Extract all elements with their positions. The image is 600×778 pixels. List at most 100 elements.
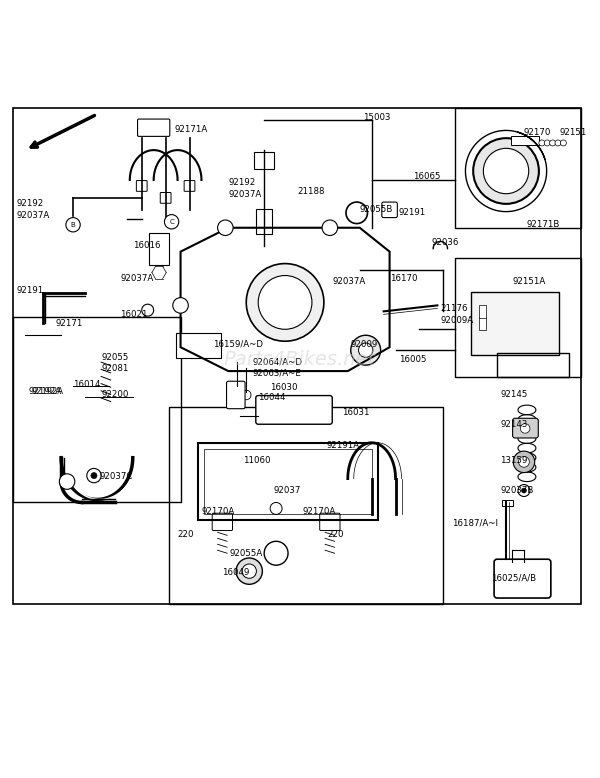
- FancyBboxPatch shape: [256, 395, 332, 424]
- Text: 16014: 16014: [73, 380, 101, 389]
- FancyBboxPatch shape: [511, 136, 539, 145]
- Text: 92064/A~D: 92064/A~D: [252, 357, 302, 366]
- Circle shape: [270, 503, 282, 514]
- Text: 92191: 92191: [16, 286, 44, 295]
- Circle shape: [242, 564, 256, 578]
- Text: 92009: 92009: [351, 340, 378, 349]
- FancyBboxPatch shape: [160, 192, 171, 203]
- Circle shape: [484, 149, 529, 194]
- Circle shape: [173, 298, 188, 314]
- Circle shape: [87, 468, 101, 483]
- Text: 16170: 16170: [389, 274, 417, 283]
- Circle shape: [513, 451, 535, 472]
- FancyBboxPatch shape: [382, 202, 397, 218]
- Text: 15003: 15003: [363, 113, 390, 122]
- Circle shape: [473, 138, 539, 204]
- Text: 92055: 92055: [102, 353, 129, 363]
- Text: 11060: 11060: [243, 456, 271, 465]
- Text: 92151: 92151: [560, 128, 587, 137]
- FancyBboxPatch shape: [136, 180, 147, 191]
- Text: 21176: 21176: [440, 304, 468, 313]
- Text: 16030: 16030: [270, 383, 298, 391]
- Circle shape: [555, 140, 561, 146]
- Text: 16016: 16016: [133, 241, 160, 251]
- FancyBboxPatch shape: [320, 513, 340, 531]
- Text: 92081: 92081: [102, 364, 129, 373]
- Text: 92143: 92143: [500, 420, 527, 429]
- Text: 92063/A~E: 92063/A~E: [252, 368, 301, 377]
- Text: 92171A: 92171A: [175, 124, 208, 134]
- Text: Parts4Bikes.net: Parts4Bikes.net: [224, 349, 376, 369]
- Circle shape: [264, 541, 288, 565]
- Text: 92037B: 92037B: [500, 486, 533, 495]
- Text: 92009A: 92009A: [440, 316, 473, 325]
- FancyBboxPatch shape: [149, 233, 169, 265]
- Text: 16065: 16065: [413, 173, 441, 181]
- Text: A: A: [65, 478, 70, 485]
- Circle shape: [520, 424, 530, 433]
- Text: 92192A: 92192A: [31, 387, 63, 397]
- Text: 16159/A~D: 16159/A~D: [214, 340, 263, 349]
- Text: 92055B: 92055B: [360, 205, 393, 214]
- Circle shape: [91, 472, 97, 478]
- Text: 92055A: 92055A: [230, 548, 263, 558]
- FancyBboxPatch shape: [502, 500, 512, 506]
- FancyBboxPatch shape: [479, 317, 486, 330]
- Text: 92191: 92191: [398, 209, 426, 217]
- Circle shape: [539, 140, 545, 146]
- FancyBboxPatch shape: [184, 180, 195, 191]
- Text: 92192: 92192: [229, 178, 256, 187]
- Circle shape: [258, 275, 312, 329]
- Text: 92037A: 92037A: [229, 191, 262, 199]
- Text: 220: 220: [178, 530, 194, 538]
- FancyBboxPatch shape: [256, 209, 272, 234]
- Text: 16005: 16005: [398, 355, 426, 363]
- FancyBboxPatch shape: [472, 292, 559, 355]
- Text: 92151A: 92151A: [512, 277, 545, 286]
- Text: 92170A: 92170A: [303, 507, 336, 516]
- Text: 92192A: 92192A: [28, 387, 61, 396]
- Text: 92170A: 92170A: [202, 507, 235, 516]
- Circle shape: [218, 220, 233, 236]
- Circle shape: [142, 304, 154, 316]
- Circle shape: [66, 218, 80, 232]
- Text: 92037A: 92037A: [333, 277, 366, 286]
- Circle shape: [544, 140, 550, 146]
- Text: 92191A: 92191A: [327, 441, 360, 450]
- Text: 92145: 92145: [500, 391, 527, 399]
- Text: 16021: 16021: [119, 310, 147, 319]
- Text: 92200: 92200: [102, 391, 129, 399]
- Text: C: C: [169, 219, 174, 225]
- Text: 16049: 16049: [223, 569, 250, 577]
- Text: 16031: 16031: [342, 408, 370, 417]
- Text: 92037A: 92037A: [16, 212, 50, 220]
- Text: 16025/A/B: 16025/A/B: [491, 574, 536, 583]
- Text: 92171: 92171: [55, 319, 83, 328]
- Text: 92171B: 92171B: [527, 220, 560, 230]
- FancyBboxPatch shape: [212, 513, 233, 531]
- Text: 92037A: 92037A: [121, 274, 154, 283]
- FancyBboxPatch shape: [137, 119, 170, 136]
- Text: B: B: [223, 225, 228, 231]
- Text: 220: 220: [327, 530, 343, 538]
- Circle shape: [518, 457, 529, 468]
- Text: C: C: [328, 225, 332, 231]
- FancyBboxPatch shape: [479, 305, 486, 318]
- Text: 92037C: 92037C: [100, 472, 133, 482]
- Circle shape: [521, 488, 526, 493]
- Text: 21188: 21188: [297, 187, 325, 196]
- Circle shape: [560, 140, 566, 146]
- FancyBboxPatch shape: [254, 152, 274, 170]
- Circle shape: [236, 558, 262, 584]
- Circle shape: [164, 215, 179, 229]
- Circle shape: [59, 474, 75, 489]
- Circle shape: [359, 343, 373, 357]
- FancyBboxPatch shape: [512, 419, 538, 438]
- Text: 13159: 13159: [500, 456, 527, 465]
- Circle shape: [233, 384, 242, 394]
- Text: B: B: [71, 222, 76, 228]
- Text: 16187/A~I: 16187/A~I: [452, 519, 498, 528]
- Circle shape: [246, 264, 324, 342]
- FancyBboxPatch shape: [227, 381, 245, 408]
- Text: 92192: 92192: [16, 199, 44, 209]
